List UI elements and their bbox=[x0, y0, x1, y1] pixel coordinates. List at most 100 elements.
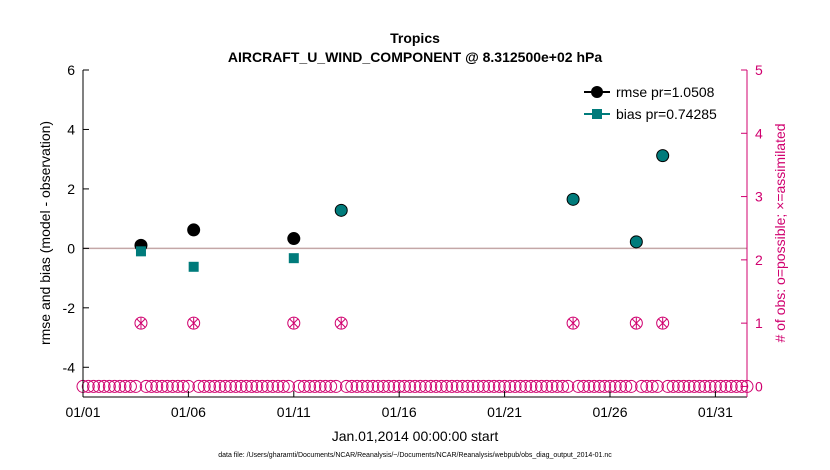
obs-possible-marker bbox=[308, 379, 322, 393]
obs-possible-marker bbox=[703, 379, 717, 393]
obs-possible-marker bbox=[334, 316, 348, 330]
obs-possible-marker bbox=[682, 379, 696, 393]
legend-rmse-marker bbox=[591, 86, 603, 98]
obs-possible-marker bbox=[677, 379, 691, 393]
y-tick-label-left: -4 bbox=[63, 359, 76, 375]
obs-possible-marker bbox=[492, 379, 506, 393]
obs-possible-marker bbox=[719, 379, 733, 393]
x-tick-label: 01/21 bbox=[487, 404, 522, 420]
rmse-point bbox=[287, 232, 301, 246]
x-tick-label: 01/11 bbox=[277, 404, 311, 420]
y-tick-label-right: 3 bbox=[755, 189, 763, 205]
obs-possible-marker bbox=[350, 379, 364, 393]
obs-possible-marker bbox=[693, 379, 707, 393]
y-axis-label-left: rmse and bias (model - observation) bbox=[37, 121, 53, 345]
legend-bias-marker bbox=[592, 109, 602, 119]
obs-possible-marker bbox=[735, 379, 749, 393]
obs-possible-marker bbox=[434, 379, 448, 393]
obs-possible-marker bbox=[234, 379, 248, 393]
obs-possible-marker bbox=[192, 379, 206, 393]
obs-possible-marker bbox=[202, 379, 216, 393]
obs-possible-marker bbox=[619, 379, 633, 393]
obs-possible-marker bbox=[208, 379, 222, 393]
footnote: data file: /Users/gharamti/Documents/NCA… bbox=[218, 452, 612, 459]
chart-title: Tropics bbox=[390, 30, 440, 46]
obs-possible-marker bbox=[282, 379, 296, 393]
obs-possible-marker bbox=[81, 379, 95, 393]
x-tick-label: 01/06 bbox=[171, 404, 206, 420]
obs-possible-marker bbox=[582, 379, 596, 393]
obs-possible-marker bbox=[134, 316, 148, 330]
obs-possible-marker bbox=[461, 379, 475, 393]
obs-possible-marker bbox=[477, 379, 491, 393]
obs-possible-marker bbox=[450, 379, 464, 393]
bias-point bbox=[188, 261, 199, 272]
obs-possible-marker bbox=[113, 379, 127, 393]
obs-possible-marker bbox=[429, 379, 443, 393]
x-tick-label: 01/01 bbox=[65, 404, 100, 420]
obs-possible-marker bbox=[118, 379, 132, 393]
y-tick-label-left: 2 bbox=[67, 181, 75, 197]
obs-possible-marker bbox=[687, 379, 701, 393]
obs-possible-marker bbox=[714, 379, 728, 393]
obs-possible-marker bbox=[229, 379, 243, 393]
obs-possible-marker bbox=[102, 379, 116, 393]
obs-possible-marker bbox=[587, 379, 601, 393]
obs-possible-marker bbox=[403, 379, 417, 393]
obs-possible-marker bbox=[545, 379, 559, 393]
obs-possible-marker bbox=[561, 379, 575, 393]
obs-possible-marker bbox=[313, 379, 327, 393]
obs-possible-marker bbox=[656, 316, 670, 330]
bias-point bbox=[657, 150, 669, 162]
obs-possible-marker bbox=[661, 379, 675, 393]
legend-box bbox=[580, 80, 737, 128]
legend: rmse pr=1.0508 bias pr=0.74285 bbox=[580, 80, 737, 128]
obs-possible-marker bbox=[239, 379, 253, 393]
obs-possible-marker bbox=[424, 379, 438, 393]
obs-possible-marker bbox=[97, 379, 111, 393]
x-axis-label: Jan.01,2014 00:00:00 start bbox=[332, 428, 499, 444]
obs-possible-marker bbox=[376, 379, 390, 393]
obs-possible-marker bbox=[503, 379, 517, 393]
obs-possible-marker bbox=[614, 379, 628, 393]
obs-possible-marker bbox=[387, 379, 401, 393]
y-axis-label-right: # of obs: o=possible; ×=assimilated bbox=[772, 123, 788, 342]
obs-possible-marker bbox=[155, 379, 169, 393]
obs-possible-marker bbox=[160, 379, 174, 393]
bias-point bbox=[135, 246, 146, 257]
obs-assimilated-marker bbox=[289, 317, 299, 329]
obs-possible-marker bbox=[408, 379, 422, 393]
obs-possible-marker bbox=[440, 379, 454, 393]
obs-possible-marker bbox=[598, 379, 612, 393]
obs-possible-marker bbox=[397, 379, 411, 393]
obs-possible-marker bbox=[471, 379, 485, 393]
obs-possible-marker bbox=[218, 379, 232, 393]
obs-possible-marker bbox=[724, 379, 738, 393]
y-tick-label-right: 5 bbox=[755, 62, 763, 78]
obs-possible-marker bbox=[640, 379, 654, 393]
y-tick-label-right: 2 bbox=[755, 252, 763, 268]
obs-possible-marker bbox=[271, 379, 285, 393]
obs-possible-marker bbox=[224, 379, 238, 393]
bias-point bbox=[567, 193, 579, 205]
obs-possible-marker bbox=[577, 379, 591, 393]
obs-assimilated-marker bbox=[568, 317, 578, 329]
obs-possible-marker bbox=[608, 379, 622, 393]
obs-possible-marker bbox=[624, 379, 638, 393]
obs-possible-marker bbox=[487, 379, 501, 393]
obs-possible-marker bbox=[671, 379, 685, 393]
obs-possible-marker bbox=[171, 379, 185, 393]
obs-possible-marker bbox=[276, 379, 290, 393]
y-tick-label-right: 0 bbox=[755, 378, 763, 394]
obs-possible-marker bbox=[371, 379, 385, 393]
bias-point bbox=[335, 204, 347, 216]
obs-possible-marker bbox=[550, 379, 564, 393]
x-tick-label: 01/16 bbox=[382, 404, 417, 420]
chart-subtitle: AIRCRAFT_U_WIND_COMPONENT @ 8.312500e+02… bbox=[228, 49, 602, 65]
obs-assimilated-marker bbox=[658, 317, 668, 329]
obs-possible-marker bbox=[292, 379, 306, 393]
obs-possible-marker bbox=[382, 379, 396, 393]
obs-assimilated-marker bbox=[189, 317, 199, 329]
obs-possible-marker bbox=[529, 379, 543, 393]
obs-possible-marker bbox=[255, 379, 269, 393]
